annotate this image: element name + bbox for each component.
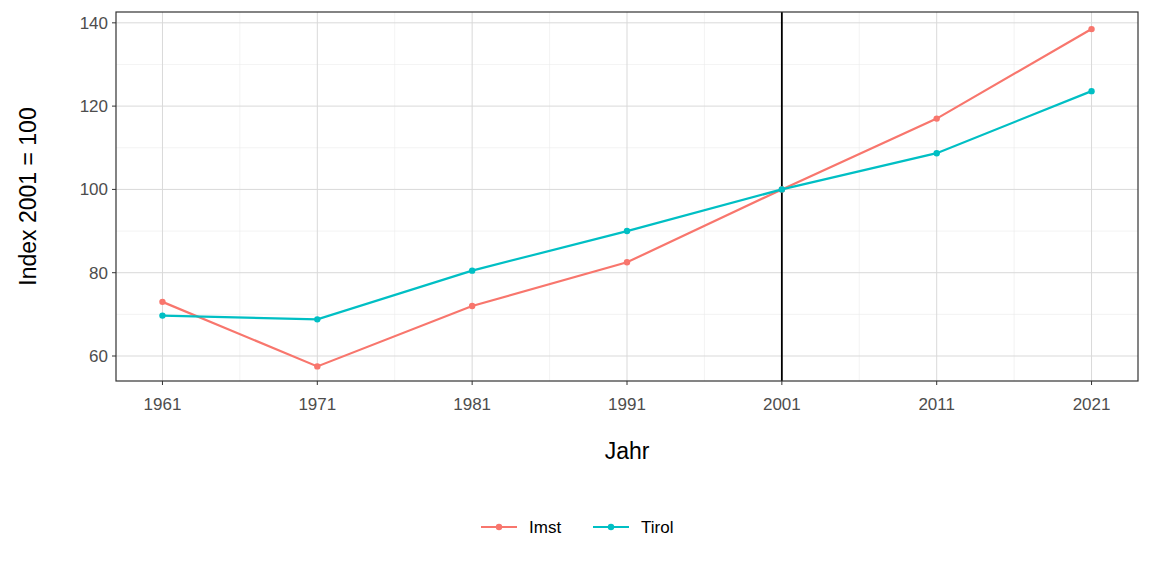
- point: [1088, 26, 1094, 32]
- legend-label: Imst: [529, 518, 561, 537]
- point: [159, 312, 165, 318]
- chart: 60 80 100 120 140 1961 1971 1981 1991 2001 2011 202…: [0, 0, 1152, 576]
- grid: [116, 12, 1138, 381]
- grid-line: [781, 12, 782, 381]
- point: [469, 267, 475, 273]
- tick-label: 2011: [918, 395, 955, 414]
- tick: [112, 272, 116, 273]
- tick: [162, 381, 163, 385]
- tick: [112, 189, 116, 190]
- point: [779, 186, 785, 192]
- minor-grid-line: [1014, 12, 1015, 381]
- legend-marker: [608, 524, 614, 530]
- minor-grid-line: [549, 12, 550, 381]
- tick: [627, 381, 628, 385]
- tick: [112, 22, 116, 23]
- tick-label: 80: [89, 264, 108, 283]
- tick: [472, 381, 473, 385]
- point: [624, 228, 630, 234]
- y-axis-label: Index 2001 = 100: [15, 107, 41, 285]
- plot-background: [116, 12, 1138, 381]
- point: [624, 259, 630, 265]
- point: [314, 363, 320, 369]
- legend-marker: [496, 524, 502, 530]
- tick: [781, 381, 782, 385]
- tick-label: 2001: [763, 395, 801, 414]
- legend-label: Tirol: [641, 518, 673, 537]
- grid-line: [472, 12, 473, 381]
- point: [469, 303, 475, 309]
- tick-label: 1991: [608, 395, 646, 414]
- tick-label: 100: [80, 180, 108, 199]
- series-line: [162, 29, 1091, 366]
- series: [159, 26, 1094, 370]
- point: [779, 186, 785, 192]
- tick-label: 1961: [144, 395, 182, 414]
- grid-line: [317, 12, 318, 381]
- x-axis-label: Jahr: [605, 438, 650, 464]
- tick: [1091, 381, 1092, 385]
- point: [1088, 88, 1094, 94]
- tick-label: 2021: [1073, 395, 1111, 414]
- reference-lines: [781, 12, 782, 381]
- tick-label: 1981: [453, 395, 491, 414]
- minor-grid-line: [239, 12, 240, 381]
- tick-label: 120: [80, 97, 108, 116]
- point: [933, 115, 939, 121]
- tick: [317, 381, 318, 385]
- grid-line: [162, 12, 163, 381]
- minor-grid-line: [704, 12, 705, 381]
- grid-line: [627, 12, 628, 381]
- axes: 60 80 100 120 140 1961 1971 1981 1991 2001 2011 202…: [80, 14, 1111, 414]
- grid-line: [1091, 12, 1092, 381]
- plot-frame: [116, 12, 1138, 381]
- tick-label: 140: [80, 14, 108, 33]
- tick: [112, 106, 116, 107]
- minor-grid-line: [859, 12, 860, 381]
- vertical-line: [781, 12, 783, 381]
- minor-grid-line: [394, 12, 395, 381]
- point: [933, 150, 939, 156]
- tick: [112, 356, 116, 357]
- point: [159, 299, 165, 305]
- tick-label: 1971: [298, 395, 336, 414]
- legend: Imst Tirol: [481, 518, 673, 537]
- series-line: [162, 91, 1091, 319]
- tick-label: 60: [89, 347, 108, 366]
- grid-line: [936, 12, 937, 381]
- tick: [936, 381, 937, 385]
- point: [314, 316, 320, 322]
